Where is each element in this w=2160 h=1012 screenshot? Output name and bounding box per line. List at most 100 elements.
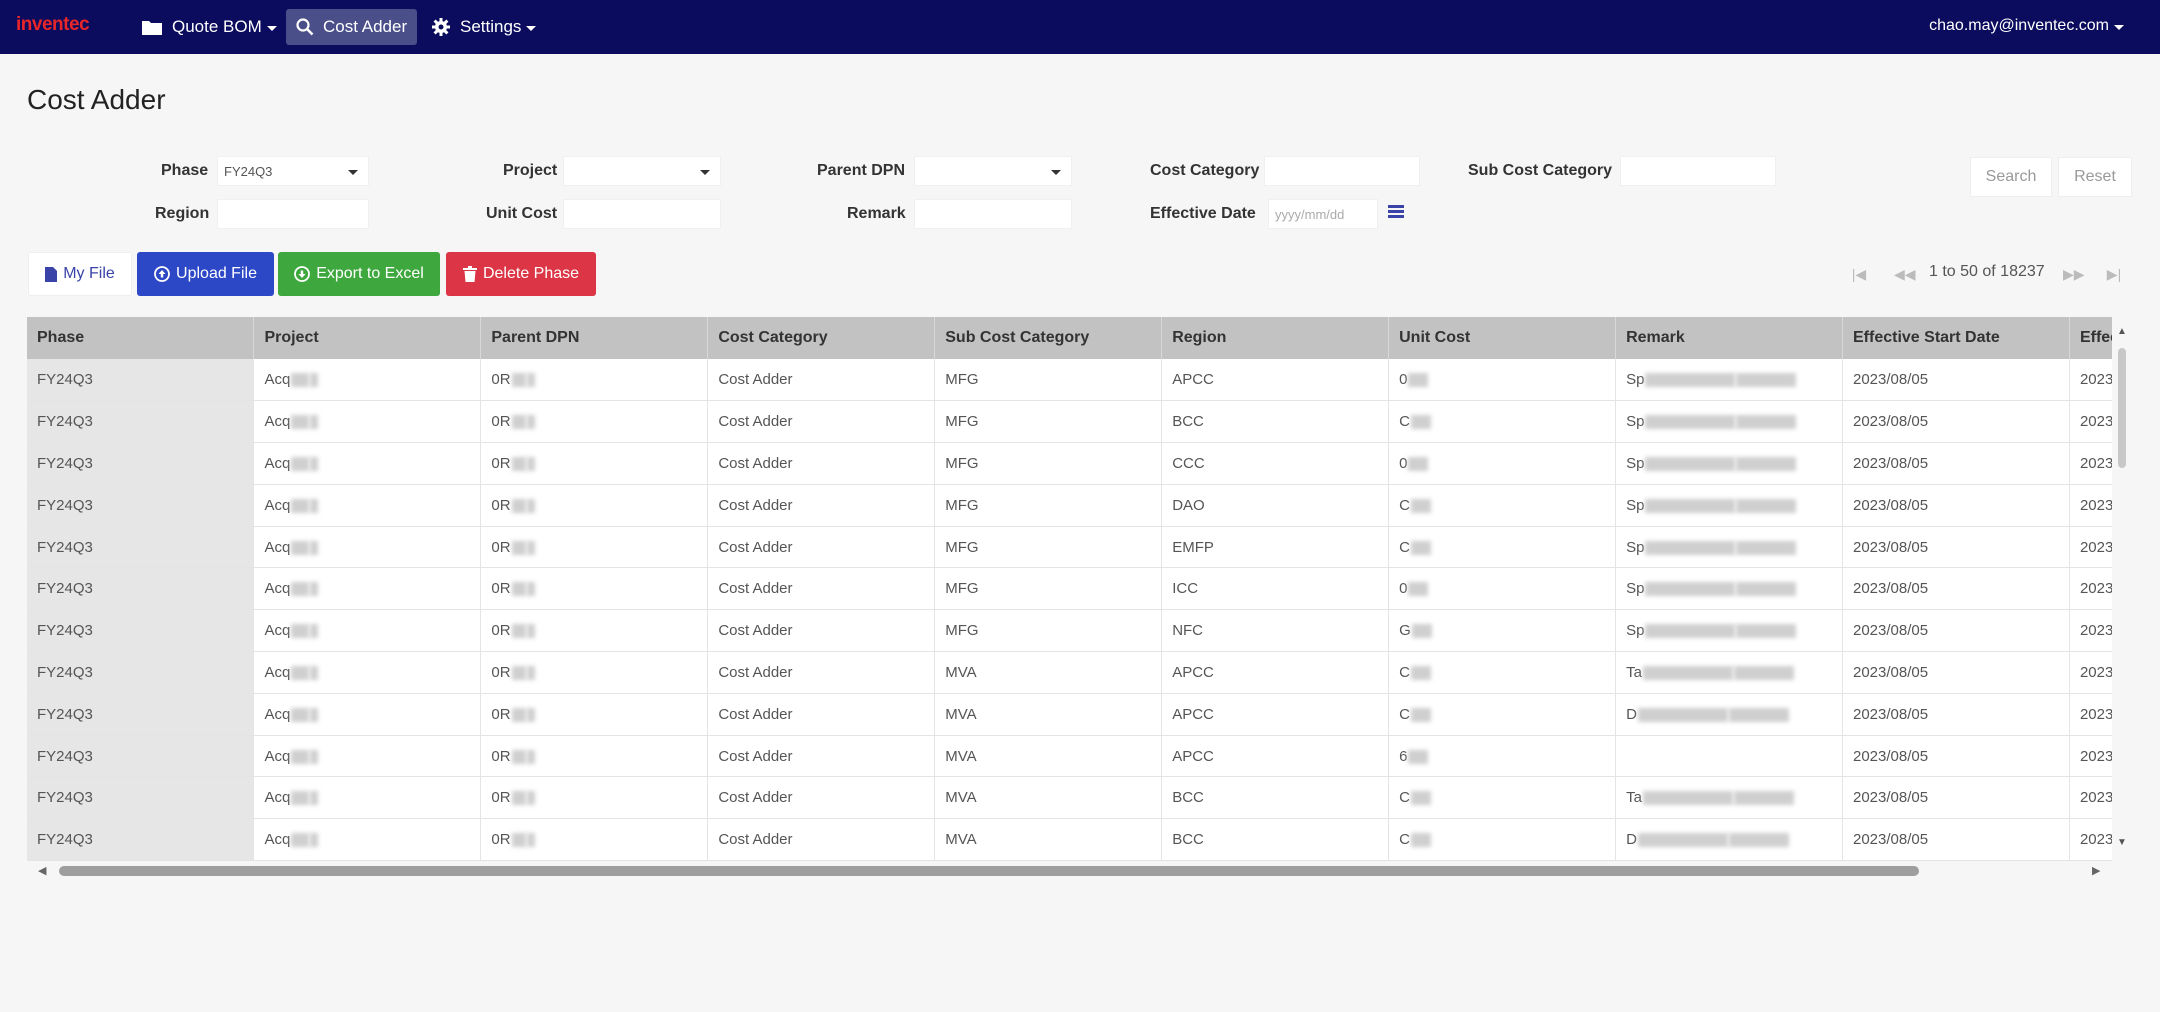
cell-cost-category[interactable]: Cost Adder — [707, 400, 936, 444]
cell-project[interactable]: Acq — [253, 567, 482, 611]
cell-region[interactable]: APCC — [1161, 359, 1390, 402]
cell-remark[interactable]: Ta — [1615, 651, 1843, 694]
my-file-button[interactable]: My File — [28, 252, 132, 296]
cell-unit-cost[interactable]: 0 — [1388, 359, 1617, 402]
cell-remark[interactable]: Sp — [1615, 442, 1843, 485]
cell-project[interactable]: Acq — [253, 359, 482, 402]
cell-effective-start-date[interactable]: 2023/08/05 — [1842, 526, 2070, 569]
cell-parent-dpn[interactable]: 0R — [480, 484, 709, 527]
table-row[interactable]: FY24Q3 Acq 0R Cost Adder MFG BCC C Sp 2023/08/05… — [27, 400, 2112, 444]
cost-category-input[interactable] — [1264, 156, 1420, 186]
cell-phase[interactable]: FY24Q3 — [27, 735, 255, 778]
cell-project[interactable]: Acq — [253, 442, 482, 485]
cell-project[interactable]: Acq — [253, 484, 482, 527]
column-header-region[interactable]: Region — [1161, 317, 1390, 359]
table-row[interactable]: FY24Q3 Acq 0R Cost Adder MVA APCC 6 2023/08/05 2… — [27, 735, 2112, 778]
table-row[interactable]: FY24Q3 Acq 0R Cost Adder MFG CCC 0 Sp 2023/08/05… — [27, 442, 2112, 485]
cell-region[interactable]: DAO — [1161, 484, 1390, 527]
cell-cost-category[interactable]: Cost Adder — [707, 651, 936, 694]
last-page-icon[interactable]: ▶| — [2106, 266, 2122, 282]
cell-effective-end-date[interactable]: 2023/ — [2069, 693, 2112, 736]
cell-phase[interactable]: FY24Q3 — [27, 442, 255, 485]
cell-effective-end-date[interactable]: 2023/ — [2069, 735, 2112, 778]
phase-select[interactable]: FY24Q3 — [217, 156, 369, 186]
column-header-parent-dpn[interactable]: Parent DPN — [480, 317, 709, 359]
cell-sub-cost-category[interactable]: MFG — [934, 484, 1163, 527]
cell-parent-dpn[interactable]: 0R — [480, 609, 709, 653]
cell-unit-cost[interactable]: C — [1388, 776, 1617, 820]
cell-cost-category[interactable]: Cost Adder — [707, 735, 936, 778]
cell-effective-start-date[interactable]: 2023/08/05 — [1842, 776, 2070, 820]
parent-dpn-select[interactable] — [914, 156, 1072, 186]
scroll-down-arrow[interactable]: ▼ — [2117, 837, 2127, 848]
cell-region[interactable]: BCC — [1161, 776, 1390, 820]
cell-remark[interactable]: D — [1615, 818, 1843, 862]
cell-parent-dpn[interactable]: 0R — [480, 818, 709, 862]
cell-region[interactable]: CCC — [1161, 442, 1390, 485]
cell-phase[interactable]: FY24Q3 — [27, 526, 255, 569]
cell-parent-dpn[interactable]: 0R — [480, 735, 709, 778]
table-row[interactable]: FY24Q3 Acq 0R Cost Adder MVA APCC C D 2023/08/05… — [27, 693, 2112, 736]
cell-cost-category[interactable]: Cost Adder — [707, 693, 936, 736]
cell-region[interactable]: NFC — [1161, 609, 1390, 653]
column-header-project[interactable]: Project — [253, 317, 482, 359]
cell-effective-end-date[interactable]: 2023/ — [2069, 651, 2112, 694]
cell-unit-cost[interactable]: 0 — [1388, 442, 1617, 485]
cell-unit-cost[interactable]: C — [1388, 400, 1617, 444]
column-header-unit-cost[interactable]: Unit Cost — [1388, 317, 1617, 359]
column-header-phase[interactable]: Phase — [27, 317, 255, 359]
cell-effective-start-date[interactable]: 2023/08/05 — [1842, 651, 2070, 694]
cell-unit-cost[interactable]: C — [1388, 526, 1617, 569]
cell-cost-category[interactable]: Cost Adder — [707, 609, 936, 653]
cell-unit-cost[interactable]: C — [1388, 693, 1617, 736]
table-row[interactable]: FY24Q3 Acq 0R Cost Adder MVA APCC C Ta 2023/08/0… — [27, 651, 2112, 694]
cell-effective-end-date[interactable]: 2023/ — [2069, 400, 2112, 444]
cell-project[interactable]: Acq — [253, 609, 482, 653]
remark-input[interactable] — [914, 199, 1072, 229]
cell-sub-cost-category[interactable]: MVA — [934, 735, 1163, 778]
cell-phase[interactable]: FY24Q3 — [27, 567, 255, 611]
column-header-effective-start-date[interactable]: Effective Start Date — [1842, 317, 2070, 359]
cell-region[interactable]: EMFP — [1161, 526, 1390, 569]
cell-effective-start-date[interactable]: 2023/08/05 — [1842, 567, 2070, 611]
vertical-scroll-thumb[interactable] — [2118, 348, 2126, 468]
cell-unit-cost[interactable]: C — [1388, 484, 1617, 527]
cell-sub-cost-category[interactable]: MFG — [934, 359, 1163, 402]
cell-project[interactable]: Acq — [253, 651, 482, 694]
upload-file-button[interactable]: Upload File — [137, 252, 274, 296]
cell-remark[interactable]: Sp — [1615, 400, 1843, 444]
cell-cost-category[interactable]: Cost Adder — [707, 818, 936, 862]
cell-project[interactable]: Acq — [253, 818, 482, 862]
column-header-sub-cost-category[interactable]: Sub Cost Category — [934, 317, 1163, 359]
cell-phase[interactable]: FY24Q3 — [27, 776, 255, 820]
nav-settings[interactable]: Settings — [421, 9, 546, 45]
next-page-icon[interactable]: ▶▶ — [2063, 266, 2085, 282]
nav-cost-adder[interactable]: Cost Adder — [286, 9, 418, 45]
cell-parent-dpn[interactable]: 0R — [480, 567, 709, 611]
cell-effective-end-date[interactable]: 2023/ — [2069, 818, 2112, 862]
cell-cost-category[interactable]: Cost Adder — [707, 484, 936, 527]
cell-effective-start-date[interactable]: 2023/08/05 — [1842, 359, 2070, 402]
cell-remark[interactable]: Ta — [1615, 776, 1843, 820]
cell-cost-category[interactable]: Cost Adder — [707, 567, 936, 611]
column-header-remark[interactable]: Remark — [1615, 317, 1843, 359]
cell-effective-end-date[interactable]: 2023/ — [2069, 359, 2112, 402]
cell-phase[interactable]: FY24Q3 — [27, 818, 255, 862]
cell-effective-start-date[interactable]: 2023/08/05 — [1842, 484, 2070, 527]
cell-effective-end-date[interactable]: 2023/ — [2069, 526, 2112, 569]
cell-effective-start-date[interactable]: 2023/08/05 — [1842, 609, 2070, 653]
scroll-right-arrow[interactable]: ▶ — [2092, 865, 2101, 877]
cell-parent-dpn[interactable]: 0R — [480, 651, 709, 694]
cell-remark[interactable]: Sp — [1615, 526, 1843, 569]
cell-parent-dpn[interactable]: 0R — [480, 359, 709, 402]
cell-effective-start-date[interactable]: 2023/08/05 — [1842, 818, 2070, 862]
cell-unit-cost[interactable]: C — [1388, 818, 1617, 862]
sub-cost-category-input[interactable] — [1620, 156, 1776, 186]
region-input[interactable] — [217, 199, 369, 229]
cell-sub-cost-category[interactable]: MFG — [934, 400, 1163, 444]
reset-button[interactable]: Reset — [2058, 157, 2132, 197]
cell-sub-cost-category[interactable]: MVA — [934, 693, 1163, 736]
table-row[interactable]: FY24Q3 Acq 0R Cost Adder MFG EMFP C Sp 2023/08/0… — [27, 526, 2112, 569]
cell-effective-end-date[interactable]: 2023/ — [2069, 567, 2112, 611]
cell-region[interactable]: BCC — [1161, 818, 1390, 862]
